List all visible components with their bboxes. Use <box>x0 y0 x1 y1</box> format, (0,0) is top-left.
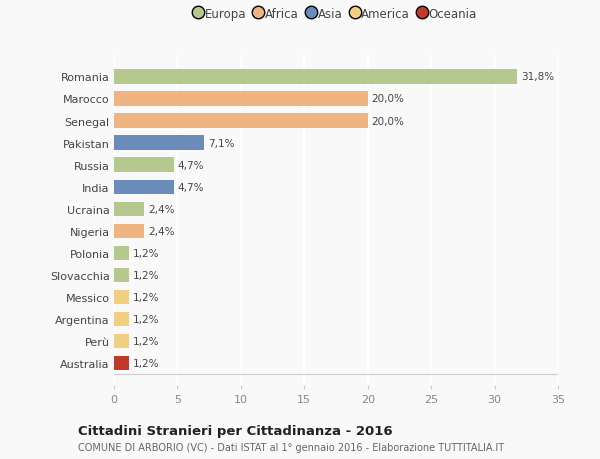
Text: 4,7%: 4,7% <box>178 160 204 170</box>
Bar <box>114 180 173 195</box>
Text: 1,2%: 1,2% <box>133 292 160 302</box>
Bar <box>114 114 368 129</box>
Bar <box>114 224 145 239</box>
Text: 1,2%: 1,2% <box>133 270 160 280</box>
Bar <box>114 202 145 217</box>
Bar <box>114 136 204 151</box>
Text: 20,0%: 20,0% <box>371 116 404 126</box>
Text: 31,8%: 31,8% <box>521 72 554 82</box>
Text: 2,4%: 2,4% <box>148 204 175 214</box>
Text: 1,2%: 1,2% <box>133 336 160 347</box>
Text: 4,7%: 4,7% <box>178 182 204 192</box>
Bar <box>114 334 129 348</box>
Bar <box>114 246 129 261</box>
Text: 1,2%: 1,2% <box>133 248 160 258</box>
Bar <box>114 70 517 84</box>
Text: COMUNE DI ARBORIO (VC) - Dati ISTAT al 1° gennaio 2016 - Elaborazione TUTTITALIA: COMUNE DI ARBORIO (VC) - Dati ISTAT al 1… <box>78 442 504 452</box>
Bar <box>114 356 129 370</box>
Text: 1,2%: 1,2% <box>133 358 160 369</box>
Text: 2,4%: 2,4% <box>148 226 175 236</box>
Text: 20,0%: 20,0% <box>371 94 404 104</box>
Bar <box>114 268 129 282</box>
Text: 1,2%: 1,2% <box>133 314 160 325</box>
Bar <box>114 290 129 304</box>
Legend: Europa, Africa, Asia, America, Oceania: Europa, Africa, Asia, America, Oceania <box>195 8 477 21</box>
Bar <box>114 92 368 106</box>
Text: Cittadini Stranieri per Cittadinanza - 2016: Cittadini Stranieri per Cittadinanza - 2… <box>78 425 392 437</box>
Bar <box>114 312 129 326</box>
Text: 7,1%: 7,1% <box>208 138 235 148</box>
Bar <box>114 158 173 173</box>
